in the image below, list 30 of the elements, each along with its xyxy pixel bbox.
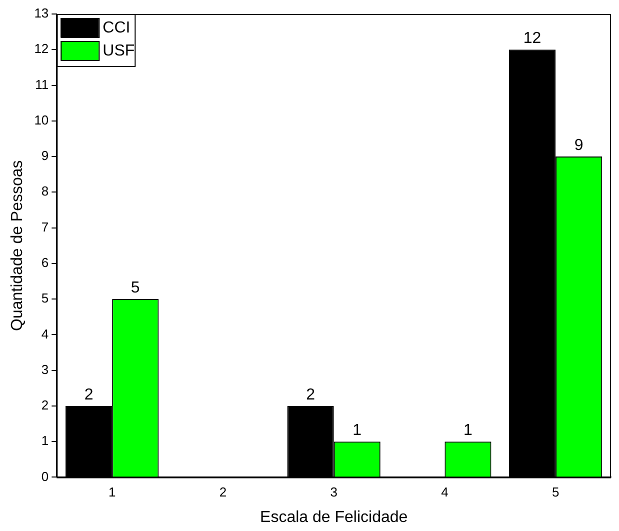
y-tick-label: 12 (34, 41, 49, 56)
x-tick-label: 5 (552, 484, 560, 500)
data-label: 5 (130, 279, 140, 296)
y-tick-label: 8 (41, 184, 49, 199)
y-tick-label: 9 (41, 148, 49, 164)
y-tick-label: 13 (34, 6, 49, 21)
x-tick-label: 2 (219, 484, 227, 500)
y-tick-label: 4 (41, 326, 49, 342)
x-tick-label: 3 (330, 484, 338, 500)
data-label: 1 (464, 422, 473, 439)
data-label: 9 (574, 136, 584, 154)
legend-label: USF (102, 42, 135, 60)
data-label: 2 (306, 386, 316, 404)
y-tick-label: 2 (41, 398, 49, 413)
x-tick-label: 1 (108, 484, 116, 500)
data-label: 12 (523, 30, 542, 48)
legend-label: CCI (102, 19, 130, 36)
y-tick-label: 6 (41, 254, 49, 270)
x-axis-title: Escala de Felicidade (260, 508, 408, 526)
y-tick-label: 10 (34, 112, 49, 128)
data-label: 1 (352, 422, 362, 439)
data-label: 2 (84, 386, 94, 404)
y-tick-label: 7 (41, 219, 49, 234)
y-tick-label: 1 (41, 433, 49, 448)
y-tick-label: 5 (41, 290, 49, 306)
y-axis-title: Quantidade de Pessoas (9, 160, 26, 331)
x-tick-label: 4 (441, 484, 448, 500)
y-tick-label: 11 (35, 76, 49, 92)
y-tick-label: 3 (41, 362, 49, 377)
y-tick-label: 0 (41, 468, 49, 484)
